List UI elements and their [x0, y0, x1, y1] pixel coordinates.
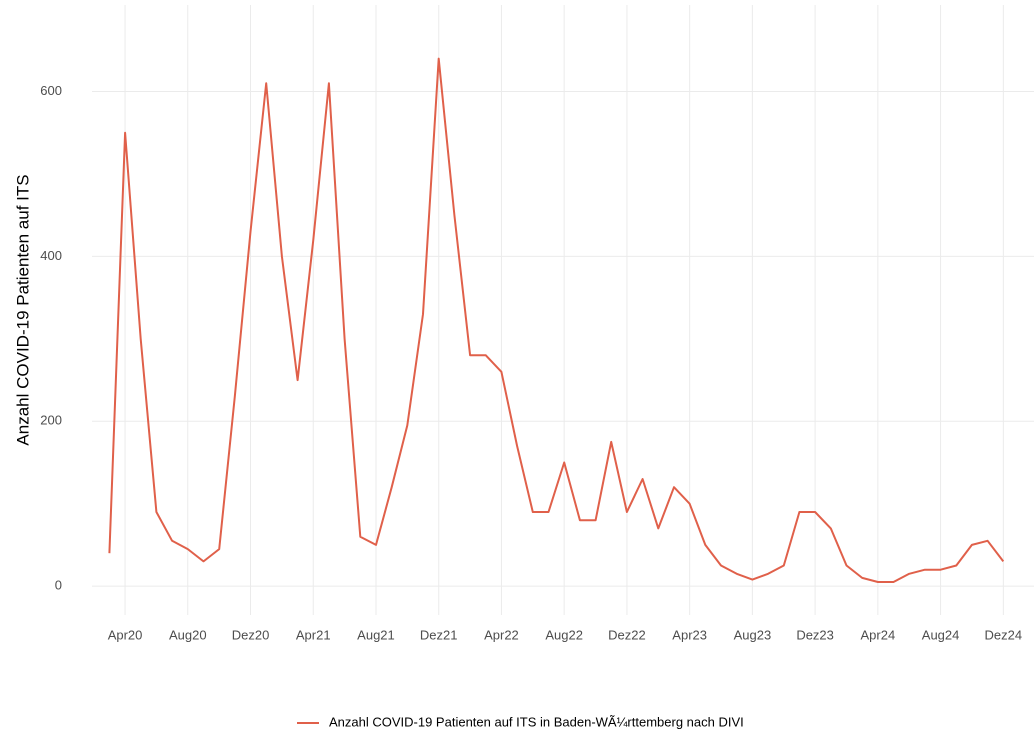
legend-label: Anzahl COVID-19 Patienten auf ITS in Bad… [329, 714, 744, 729]
x-tick-label: Dez22 [608, 627, 646, 642]
x-tick-label: Apr22 [484, 627, 519, 642]
data-line [108, 57, 1005, 583]
x-tick-label: Aug21 [357, 627, 395, 642]
y-tick-label: 600 [40, 83, 62, 98]
x-tick-label: Dez21 [420, 627, 458, 642]
x-tick-label: Apr20 [108, 627, 143, 642]
x-tick-label: Aug22 [545, 627, 583, 642]
x-tick-label: Dez20 [232, 627, 270, 642]
x-tick-label: Aug20 [169, 627, 207, 642]
x-tick-label: Dez23 [796, 627, 834, 642]
x-tick-label: Apr21 [296, 627, 331, 642]
x-tick-label: Apr23 [672, 627, 707, 642]
x-tick-label: Apr24 [860, 627, 895, 642]
x-tick-label: Dez24 [985, 627, 1023, 642]
y-tick-label: 200 [40, 413, 62, 428]
y-axis-label: Anzahl COVID-19 Patienten auf ITS [13, 174, 32, 445]
y-tick-label: 400 [40, 248, 62, 263]
x-tick-label: Aug24 [922, 627, 960, 642]
x-tick-label: Aug23 [734, 627, 772, 642]
y-tick-label: 0 [55, 578, 62, 593]
